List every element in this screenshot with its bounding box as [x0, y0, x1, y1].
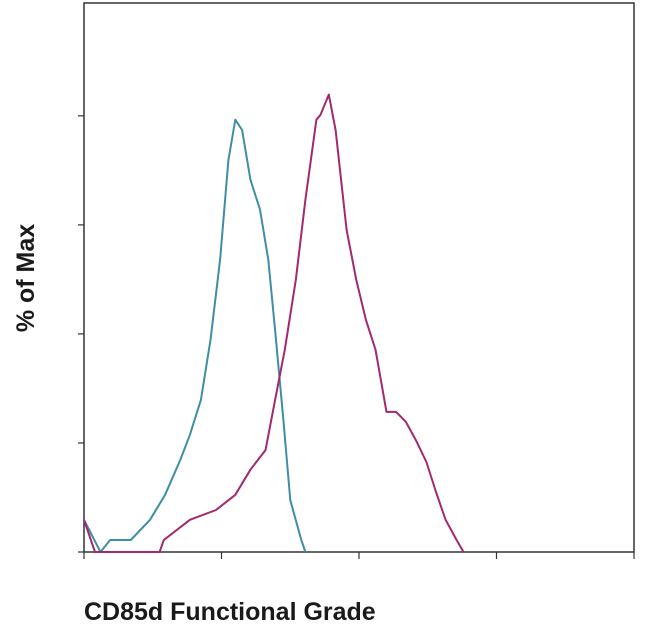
y-axis-label: % of Max: [12, 224, 40, 332]
histogram-line: [83, 93, 465, 553]
x-axis-label: CD85d Functional Grade: [84, 598, 376, 626]
plot-frame: [83, 2, 635, 553]
histogram-line: [83, 118, 307, 553]
